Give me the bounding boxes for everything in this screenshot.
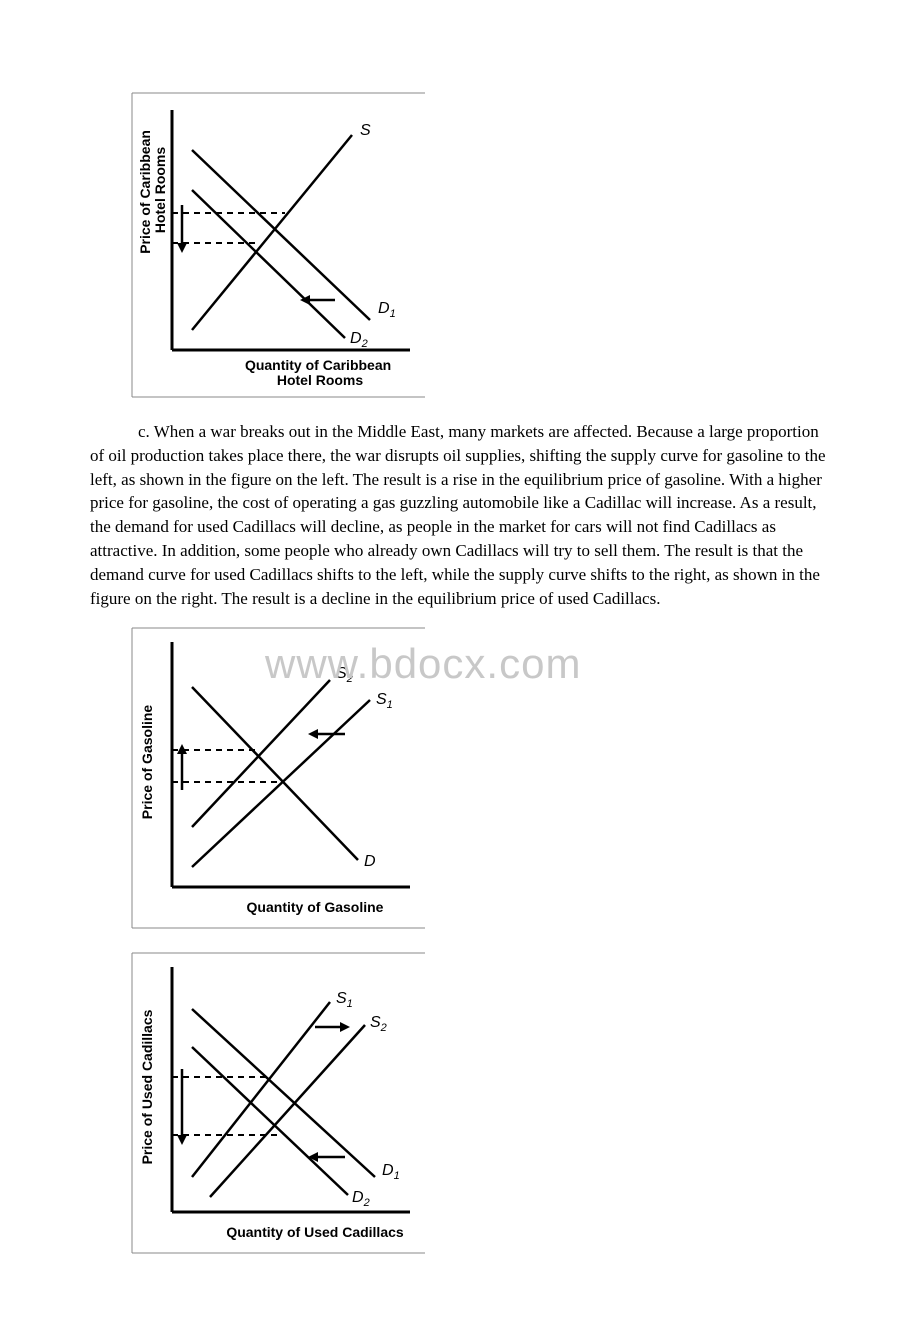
chart3-d1-label: D1 [382,1162,400,1182]
chart3-s2-label: S2 [370,1014,387,1034]
chart3-y-label: Price of Used Cadillacs [139,1010,155,1165]
chart3-d2-label: D2 [352,1189,370,1209]
chart1-x-label: Quantity of Caribbean Hotel Rooms [245,357,395,388]
paragraph-c: c. When a war breaks out in the Middle E… [90,420,830,610]
chart3-x-label: Quantity of Used Cadillacs [226,1224,404,1240]
chart1-supply-label: S [360,122,371,139]
chart1-d2-label: D2 [350,330,368,350]
chart2-y-label: Price of Gasoline [139,705,155,820]
chart-gasoline: Price of Gasoline S1 S2 D [120,622,830,937]
chart-caribbean-hotel-rooms: Price of Caribbean Hotel Rooms S D1 D2 [120,85,830,410]
chart3-svg: Price of Used Cadillacs S1 S2 D1 D2 [120,947,440,1257]
document-page: Price of Caribbean Hotel Rooms S D1 D2 [0,0,920,1332]
chart2-s2-label: S2 [336,665,353,685]
chart1-d1-label: D1 [378,300,396,320]
chart2-svg: Price of Gasoline S1 S2 D [120,622,440,932]
charts-group: www.bdocx.com Price of Gasoline S1 S2 [90,622,830,1262]
chart2-x-label: Quantity of Gasoline [247,899,384,915]
chart1-svg: Price of Caribbean Hotel Rooms S D1 D2 [120,85,440,405]
chart3-s1-label: S1 [336,990,353,1010]
chart-used-cadillacs: Price of Used Cadillacs S1 S2 D1 D2 [120,947,830,1262]
chart2-s1-label: S1 [376,691,393,711]
chart1-y-label: Price of Caribbean Hotel Rooms [137,126,168,254]
chart2-d-label: D [364,853,376,870]
